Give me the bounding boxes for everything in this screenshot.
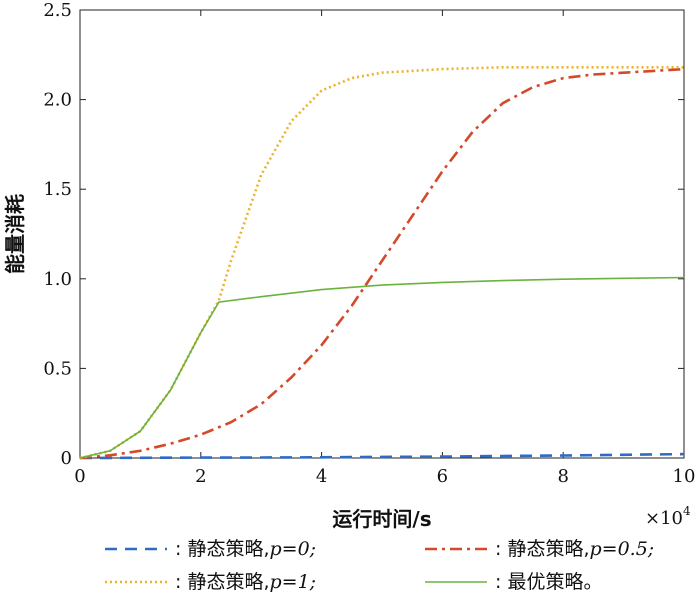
y-tick-label: 0.5: [43, 358, 72, 379]
y-tick-label: 2.0: [43, 90, 72, 111]
axis-ticks: 0 2 4 6 8 10 0 0.5 1.0 1.5 2.0 2.5: [43, 0, 695, 487]
x-axis-multiplier: ×104: [645, 504, 691, 529]
x-tick-label: 10: [673, 466, 696, 487]
series-line-p05: [79, 67, 685, 460]
legend-label-optimal: : 最优策略。: [495, 571, 602, 593]
x-tick-label: 6: [437, 466, 448, 487]
x-axis-title: 运行时间/s: [332, 507, 431, 531]
legend-label-p1: : 静态策略,p=1;: [175, 571, 316, 593]
y-tick-label: 2.5: [43, 0, 72, 21]
x-tick-label: 2: [195, 466, 206, 487]
y-tick-label: 1.0: [43, 269, 72, 290]
legend: : 静态策略,p=0; : 静态策略,p=0.5; : 静态策略,p=1; : 最优策…: [105, 538, 654, 593]
y-axis-title: 能量消耗: [3, 194, 27, 274]
x-tick-label: 4: [316, 466, 327, 487]
legend-label-p05: : 静态策略,p=0.5;: [495, 538, 654, 560]
series-layer: [79, 66, 685, 460]
series-line-p1: [79, 66, 684, 460]
series-line-optimal: [79, 276, 685, 459]
legend-label-p0: : 静态策略,p=0;: [175, 538, 316, 560]
y-tick-label: 0: [61, 448, 72, 469]
x-tick-label: 0: [74, 466, 85, 487]
series-line-p0: [79, 452, 685, 460]
x-tick-label: 8: [557, 466, 568, 487]
y-tick-label: 1.5: [43, 179, 72, 200]
